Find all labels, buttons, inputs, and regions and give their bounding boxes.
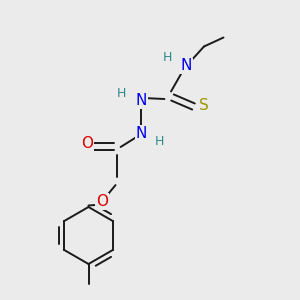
Text: H: H [163,51,172,64]
Text: N: N [136,126,147,141]
Text: O: O [81,136,93,151]
Text: N: N [181,58,192,74]
Text: O: O [96,194,108,209]
Text: S: S [199,98,208,113]
Text: H: H [117,87,126,101]
Text: H: H [154,135,164,148]
Text: N: N [136,93,147,108]
